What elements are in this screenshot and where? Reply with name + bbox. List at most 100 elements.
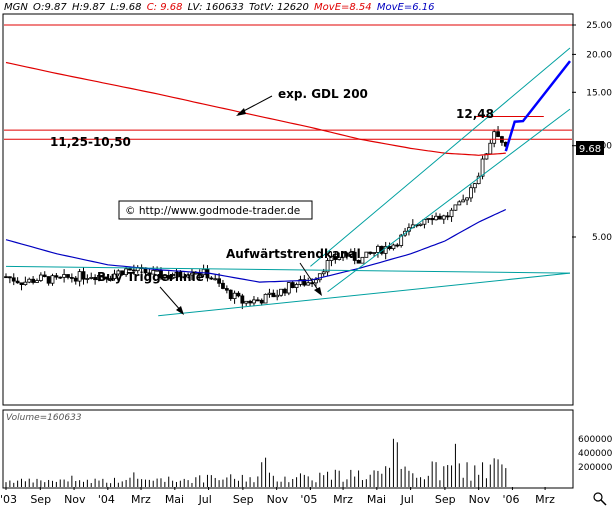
price-bar-body	[11, 277, 16, 282]
trigger-label: Buy Triggerlinie	[97, 270, 204, 284]
price-bar	[267, 288, 272, 298]
price-bar-body	[441, 215, 446, 220]
price-bar	[306, 277, 311, 286]
price-bar	[364, 251, 369, 258]
price-bar	[368, 251, 373, 256]
time-axis-label: Mrz	[535, 493, 555, 506]
price-bar-body	[453, 204, 458, 211]
time-axis-label: Mai	[165, 493, 184, 506]
price-bar-body	[376, 245, 380, 253]
high-label: 12,48	[456, 107, 494, 121]
header-ma2: MovE=6.16	[377, 2, 435, 13]
price-tag-box	[576, 141, 604, 155]
price-bar	[232, 290, 237, 304]
price-bar-body	[38, 274, 43, 281]
price-bar	[337, 252, 342, 261]
price-bar	[255, 297, 260, 302]
trend-label-arrowhead	[314, 287, 322, 296]
price-bar	[42, 271, 47, 278]
price-bar	[73, 275, 78, 285]
price-bar	[151, 266, 156, 275]
projection-line	[504, 60, 571, 152]
price-bar	[162, 275, 167, 281]
price-bar-body	[228, 289, 233, 300]
price-bar-body	[124, 268, 129, 276]
time-axis-label: Sep	[435, 493, 456, 506]
price-bar	[19, 282, 24, 291]
price-bar	[418, 223, 423, 227]
price-bar	[492, 129, 497, 148]
price-bar	[248, 299, 252, 307]
price-bar	[360, 256, 365, 264]
volume-tick-600000: 600000	[578, 435, 613, 445]
trend-line	[310, 47, 571, 267]
price-bar	[104, 276, 109, 283]
price-bar	[35, 278, 39, 283]
price-bar	[465, 197, 469, 206]
price-bar-body	[85, 278, 90, 280]
price-bar	[422, 218, 427, 229]
price-bar-body	[93, 277, 98, 281]
time-axis-label: Nov	[64, 493, 86, 506]
price-bar	[236, 291, 241, 298]
price-bar-body	[329, 256, 334, 261]
price-bar	[58, 276, 63, 279]
price-bar-body	[147, 272, 152, 275]
price-bar-body	[162, 275, 167, 279]
price-bar-body	[213, 278, 218, 281]
price-bar-body	[314, 279, 318, 284]
price-bar	[147, 268, 152, 279]
price-bar-body	[97, 275, 101, 281]
price-bar-body	[128, 268, 132, 271]
trend-label: Aufwärtstrendkanal	[226, 247, 361, 261]
zone-label: 11,25-10,50	[50, 135, 131, 149]
price-bar	[290, 280, 295, 289]
price-bar-body	[182, 276, 187, 279]
price-bar	[23, 276, 28, 286]
price-bar	[116, 269, 121, 277]
price-bar-body	[15, 280, 20, 284]
price-bar	[85, 274, 90, 284]
price-bar-body	[42, 274, 47, 277]
price-bar-body	[267, 292, 272, 295]
header-symbol: MGN	[4, 2, 28, 13]
time-axis-label: Jul	[198, 493, 212, 506]
price-bar-body	[275, 294, 280, 298]
trend-line	[5, 265, 571, 274]
header-last-volume: LV: 160633	[188, 2, 244, 13]
price-bar-body	[341, 252, 345, 258]
price-bar	[77, 268, 82, 287]
price-bar	[383, 241, 388, 260]
price-bar-body	[81, 271, 86, 280]
price-bar-body	[348, 251, 353, 257]
price-bar-body	[476, 175, 481, 185]
price-bar-body	[89, 277, 94, 279]
price-bar	[201, 264, 206, 278]
price-bar-body	[317, 273, 322, 281]
price-bar-body	[248, 300, 252, 304]
price-bar	[275, 289, 280, 301]
header-total-volume: TotV: 12620	[249, 2, 309, 13]
ema-label-arrowhead	[236, 108, 246, 116]
price-bar	[69, 273, 74, 283]
price-bar-body	[391, 244, 396, 250]
trend-line	[327, 108, 571, 293]
price-bar-body	[457, 201, 462, 206]
price-bar-body	[472, 183, 477, 189]
price-bar	[244, 300, 249, 306]
price-bar-body	[73, 277, 78, 282]
price-bar-body	[50, 275, 55, 284]
price-bar-body	[35, 280, 39, 283]
price-bar-body	[27, 278, 32, 283]
price-bar	[391, 243, 396, 251]
price-bar-body	[399, 234, 404, 246]
price-bar-body	[286, 282, 291, 294]
zoom-icon[interactable]	[593, 492, 607, 506]
price-bar-body	[62, 274, 67, 278]
price-bar	[445, 212, 450, 221]
price-bar-body	[352, 251, 357, 261]
price-bar	[469, 184, 473, 202]
indicator-line	[5, 61, 506, 156]
price-bar-body	[259, 299, 264, 304]
